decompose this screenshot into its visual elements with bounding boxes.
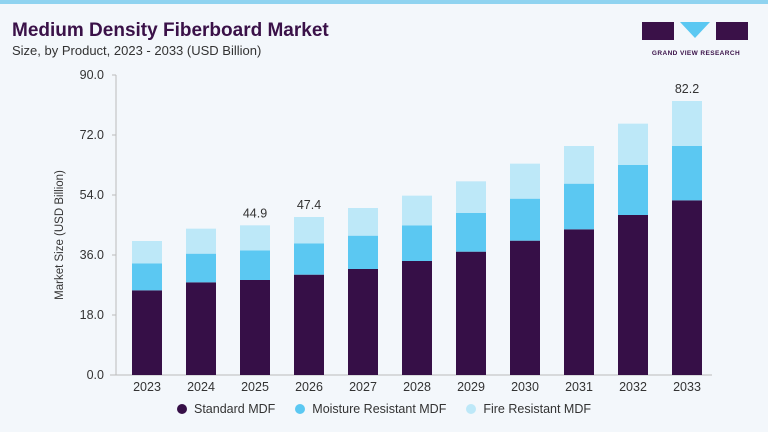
bar-segment-fire-resistant-mdf [564,146,594,184]
x-tick-label: 2029 [457,380,485,394]
x-tick-label: 2026 [295,380,323,394]
y-tick-label: 72.0 [80,128,104,142]
bar-segment-standard-mdf [456,251,486,375]
data-label: 47.4 [297,198,321,212]
x-tick-label: 2030 [511,380,539,394]
bar-segment-moisture-resistant-mdf [240,250,270,280]
bar-segment-moisture-resistant-mdf [132,263,162,291]
bar-segment-standard-mdf [294,274,324,375]
y-tick-label: 36.0 [80,248,104,262]
legend-label: Standard MDF [194,402,276,416]
bar-segment-fire-resistant-mdf [240,225,270,251]
bar-segment-fire-resistant-mdf [510,163,540,199]
legend-item: Standard MDF [177,402,275,416]
legend: Standard MDF Moisture Resistant MDF Fire R… [0,402,768,416]
bar-segment-moisture-resistant-mdf [348,235,378,269]
bar-segment-fire-resistant-mdf [456,181,486,213]
legend-marker-icon [295,404,306,414]
y-tick-label: 90.0 [80,68,104,82]
bar-segment-fire-resistant-mdf [402,195,432,226]
bar-segment-fire-resistant-mdf [672,101,702,146]
bar-segment-moisture-resistant-mdf [294,243,324,275]
x-tick-label: 2025 [241,380,269,394]
bar-segment-standard-mdf [618,215,648,375]
bar-segment-moisture-resistant-mdf [186,253,216,283]
x-tick-label: 2024 [187,380,215,394]
y-axis-label: Market Size (USD Billion) [54,170,66,300]
legend-label: Fire Resistant MDF [483,402,591,416]
bar-segment-standard-mdf [240,280,270,375]
bar-segment-standard-mdf [132,290,162,375]
logo-text: GRAND VIEW RESEARCH [651,50,741,57]
x-tick-label: 2027 [349,380,377,394]
y-tick-label: 18.0 [80,308,104,322]
chart-title: Medium Density Fiberboard Market [12,20,329,41]
x-tick-label: 2032 [619,380,647,394]
data-label: 44.9 [243,206,267,220]
bar-segment-moisture-resistant-mdf [510,198,540,241]
bar-segment-standard-mdf [510,240,540,375]
bar-segment-moisture-resistant-mdf [402,225,432,261]
bar-segment-standard-mdf [564,229,594,375]
legend-label: Moisture Resistant MDF [312,402,447,416]
bar-segment-moisture-resistant-mdf [456,213,486,252]
x-tick-label: 2023 [133,380,161,394]
bar-segment-fire-resistant-mdf [618,123,648,165]
y-tick-label: 0.0 [87,368,104,382]
legend-marker-icon [177,404,187,414]
legend-item: Moisture Resistant MDF [295,402,446,416]
logo-mark-icon [642,22,748,40]
bar-segment-fire-resistant-mdf [294,217,324,244]
bar-segment-standard-mdf [402,261,432,375]
y-tick-label: 54.0 [80,188,104,202]
bar-segment-standard-mdf [186,282,216,375]
grand-view-research-logo: GRAND VIEW RESEARCH [640,20,752,57]
bar-segment-moisture-resistant-mdf [672,146,702,201]
x-tick-label: 2031 [565,380,593,394]
bar-segment-moisture-resistant-mdf [564,183,594,230]
data-label: 82.2 [675,82,699,96]
bar-segment-fire-resistant-mdf [132,241,162,264]
bar-segment-standard-mdf [348,269,378,375]
bar-segment-fire-resistant-mdf [348,208,378,236]
x-tick-label: 2028 [403,380,431,394]
top-accent-bar [0,0,768,4]
bar-segment-standard-mdf [672,200,702,375]
bar-segment-moisture-resistant-mdf [618,165,648,215]
bar-segment-fire-resistant-mdf [186,228,216,254]
legend-marker-icon [466,404,477,414]
x-tick-label: 2033 [673,380,701,394]
legend-item: Fire Resistant MDF [466,402,591,416]
chart-subtitle: Size, by Product, 2023 - 2033 (USD Billi… [12,43,262,58]
